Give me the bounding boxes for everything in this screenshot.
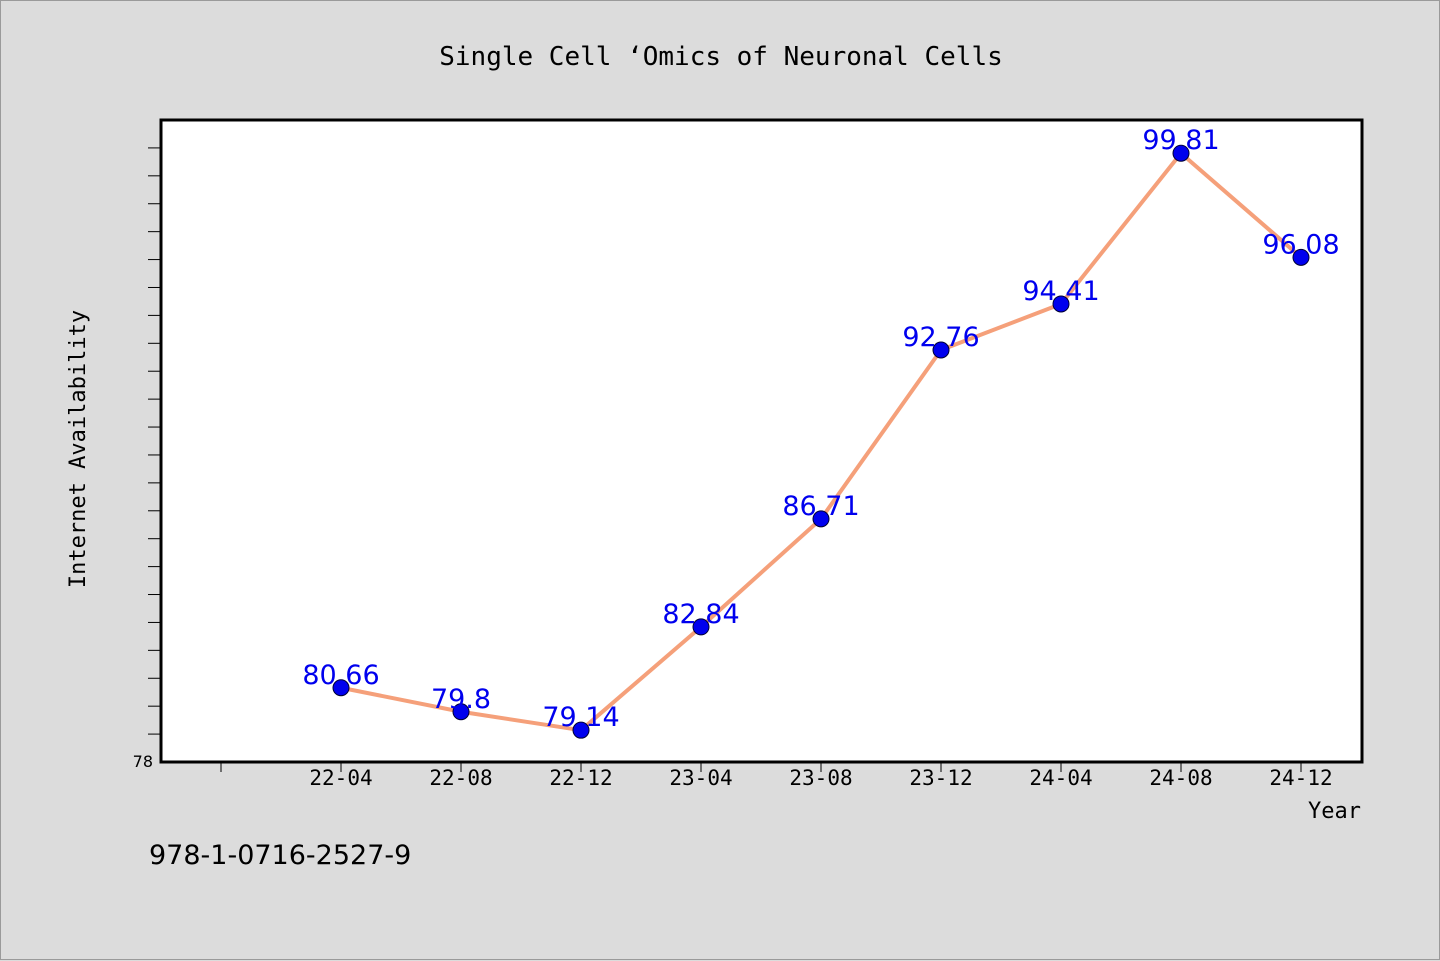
x-tick-label: 23-12	[909, 766, 972, 790]
data-label: 82.84	[662, 599, 739, 630]
data-label: 99.81	[1142, 125, 1219, 156]
data-point	[572, 721, 590, 739]
x-tick-label: 23-08	[789, 766, 852, 790]
isbn-text: 978-1-0716-2527-9	[149, 840, 411, 871]
data-point	[692, 618, 710, 636]
series-group: 80.66 79.8 79.14 82.84 86.71 92.76 94.41 99.81 9…	[302, 125, 1340, 739]
data-point	[1052, 295, 1070, 313]
chart-title: Single Cell ‘Omics of Neuronal Cells	[439, 42, 1003, 72]
x-axis-label: Year	[1308, 799, 1361, 824]
data-label: 86.71	[782, 491, 859, 522]
x-tick-label: 24-04	[1029, 766, 1092, 790]
x-tick-label: 24-12	[1269, 766, 1332, 790]
data-label: 79.14	[542, 702, 619, 733]
x-tick-label: 24-08	[1149, 766, 1212, 790]
y-axis-ticks	[148, 147, 161, 735]
x-tick-label: 22-12	[549, 766, 612, 790]
data-point	[1292, 248, 1310, 266]
x-tick-label: 22-08	[429, 766, 492, 790]
y-axis-label: Internet Availability	[66, 310, 91, 588]
data-label: 94.41	[1022, 276, 1099, 307]
data-label: 96.08	[1262, 229, 1339, 260]
data-point	[932, 341, 950, 359]
data-label: 80.66	[302, 660, 379, 691]
data-label: 79.8	[431, 684, 491, 715]
data-point	[452, 703, 470, 721]
x-tick-label: 22-04	[309, 766, 372, 790]
y-tick-label-min: 78	[133, 752, 153, 771]
x-axis-ticks: 22-04 22-08 22-12 23-04 23-08 23-12 24-04 24-08…	[220, 762, 1333, 790]
data-point	[812, 510, 830, 528]
x-tick-label: 23-04	[669, 766, 732, 790]
plot-area	[159, 118, 1364, 764]
data-point	[332, 679, 350, 697]
data-point	[1172, 144, 1190, 162]
data-label: 92.76	[902, 322, 979, 353]
